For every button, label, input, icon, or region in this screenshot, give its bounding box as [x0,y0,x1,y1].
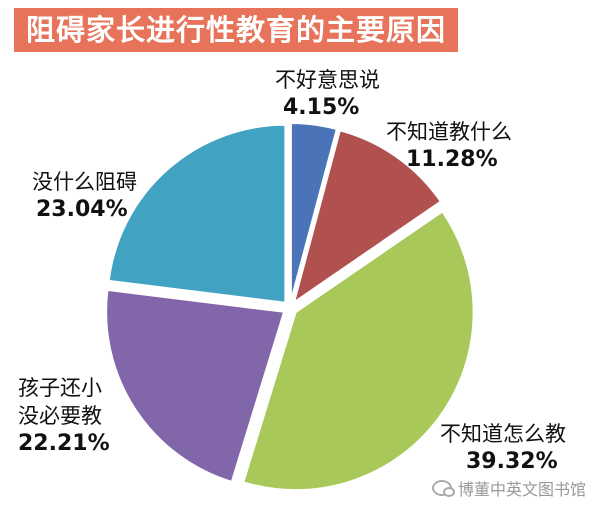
slice-name: 不知道怎么教 [440,422,566,446]
slice-label-0: 不好意思说 4.15% [275,66,380,122]
watermark: 博董中英文图书馆 [431,476,586,500]
pie-slice-0 [289,122,339,302]
slice-name: 没什么阻碍 [32,170,137,194]
pie-slice-4 [107,123,287,304]
slice-name-line-2: 没必要教 [18,404,102,428]
slice-name: 不好意思说 [275,68,380,92]
slice-percent: 4.15% [283,95,360,120]
slice-percent: 23.04% [36,197,128,222]
slice-name: 不知道教什么 [386,120,512,144]
chart-title: 阻碍家长进行性教育的主要原因 [14,8,458,52]
wechat-icon [431,480,455,497]
slice-percent: 39.32% [466,449,558,474]
pie-slice-2 [242,210,475,492]
slice-label-4: 没什么阻碍 23.04% [32,168,137,224]
slice-label-1: 不知道教什么 11.28% [386,118,512,174]
watermark-text: 博董中英文图书馆 [457,480,586,499]
pie-slice-3 [105,288,286,484]
slice-label-2: 不知道怎么教 39.32% [440,420,566,476]
pie-slice-1 [292,129,443,305]
slice-name-line-1: 孩子还小 [18,376,102,400]
slice-percent: 22.21% [18,431,110,456]
slice-label-3: 孩子还小 没必要教 22.21% [18,374,110,458]
slice-percent: 11.28% [406,147,498,172]
